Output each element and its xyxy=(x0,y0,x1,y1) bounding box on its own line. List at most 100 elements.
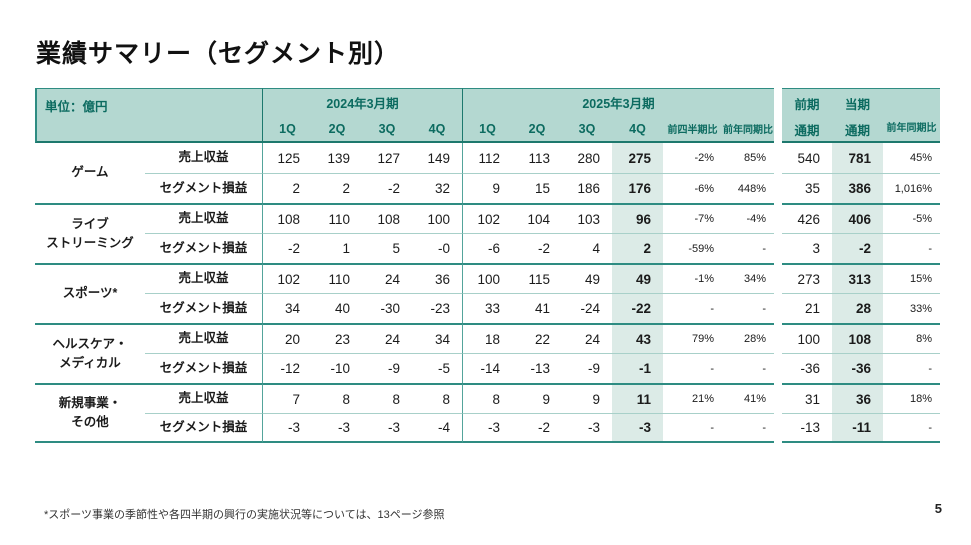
header-2024-q1: 1Q xyxy=(262,116,312,143)
value-fy2025-q1: -3 xyxy=(462,413,512,443)
qoq-value: 79% xyxy=(663,323,722,353)
value-fy2024-q4: 34 xyxy=(412,323,462,353)
yoy-full-year-value: -5% xyxy=(883,203,940,233)
value-fy2024-q3: 5 xyxy=(362,233,412,263)
value-fy2024-q4: 36 xyxy=(412,263,462,293)
qoq-value: -7% xyxy=(663,203,722,233)
yoy-full-year-value: 45% xyxy=(883,143,940,173)
value-fy2024-q2: 2 xyxy=(312,173,362,203)
metric-label: セグメント損益 xyxy=(145,233,262,263)
header-curr-label: 当期 xyxy=(844,97,870,112)
value-fy2025-q4: 49 xyxy=(612,263,663,293)
value-fy2024-q1: -3 xyxy=(262,413,312,443)
header-2024-q3: 3Q xyxy=(362,116,412,143)
header-yoy-full-year: 前年同期比 xyxy=(883,88,940,143)
segment-label: ゲーム xyxy=(35,143,145,203)
qoq-value: - xyxy=(663,353,722,383)
yoy-value: 34% xyxy=(722,263,774,293)
header-2024-q2: 2Q xyxy=(312,116,362,143)
value-fy2025-q3: 49 xyxy=(562,263,612,293)
qoq-value: -1% xyxy=(663,263,722,293)
value-fy2025-q2: -2 xyxy=(512,413,562,443)
header-prev-fullyear-label: 通期 xyxy=(794,124,820,138)
value-fy2025-q2: 22 xyxy=(512,323,562,353)
yoy-full-year-value: - xyxy=(883,413,940,443)
yoy-full-year-value: - xyxy=(883,353,940,383)
value-fy2025-q1: 8 xyxy=(462,383,512,413)
value-fy2024-q4: -0 xyxy=(412,233,462,263)
header-2025-q2: 2Q xyxy=(512,116,562,143)
yoy-value: - xyxy=(722,233,774,263)
yoy-full-year-value: 18% xyxy=(883,383,940,413)
value-fy2025-q4: 11 xyxy=(612,383,663,413)
header-curr-fullyear-label: 通期 xyxy=(844,124,870,138)
prev-full-year-value: 35 xyxy=(782,173,832,203)
value-fy2024-q4: 8 xyxy=(412,383,462,413)
yoy-value: -4% xyxy=(722,203,774,233)
metric-label: 売上収益 xyxy=(145,263,262,293)
value-fy2024-q1: -12 xyxy=(262,353,312,383)
header-prev-full-year: 前期 通期 xyxy=(782,88,832,143)
value-fy2025-q3: 280 xyxy=(562,143,612,173)
yoy-value: - xyxy=(722,353,774,383)
prev-full-year-value: 273 xyxy=(782,263,832,293)
prev-full-year-value: 3 xyxy=(782,233,832,263)
value-fy2024-q4: 149 xyxy=(412,143,462,173)
curr-full-year-value: -36 xyxy=(832,353,883,383)
value-fy2025-q2: -13 xyxy=(512,353,562,383)
value-fy2025-q4: -3 xyxy=(612,413,663,443)
header-prev-label: 前期 xyxy=(794,97,820,112)
segment-label: スポーツ* xyxy=(35,263,145,323)
header-2025-q3: 3Q xyxy=(562,116,612,143)
value-fy2024-q1: 20 xyxy=(262,323,312,353)
value-fy2025-q3: -9 xyxy=(562,353,612,383)
prev-full-year-value: 426 xyxy=(782,203,832,233)
value-fy2024-q3: -30 xyxy=(362,293,412,323)
value-fy2025-q1: 100 xyxy=(462,263,512,293)
value-fy2024-q4: 32 xyxy=(412,173,462,203)
value-fy2024-q1: 2 xyxy=(262,173,312,203)
qoq-value: -2% xyxy=(663,143,722,173)
value-fy2025-q2: 41 xyxy=(512,293,562,323)
prev-full-year-value: -36 xyxy=(782,353,832,383)
value-fy2025-q2: 104 xyxy=(512,203,562,233)
value-fy2024-q2: 110 xyxy=(312,263,362,293)
value-fy2024-q3: 127 xyxy=(362,143,412,173)
value-fy2025-q1: -14 xyxy=(462,353,512,383)
value-fy2025-q3: 103 xyxy=(562,203,612,233)
qoq-value: - xyxy=(663,413,722,443)
value-fy2024-q2: 8 xyxy=(312,383,362,413)
header-2024-q4: 4Q xyxy=(412,116,462,143)
header-2025-q4: 4Q xyxy=(612,116,663,143)
value-fy2025-q3: 9 xyxy=(562,383,612,413)
yoy-full-year-value: 15% xyxy=(883,263,940,293)
value-fy2024-q1: -2 xyxy=(262,233,312,263)
page-title: 業績サマリー（セグメント別） xyxy=(36,40,401,68)
yoy-value: 85% xyxy=(722,143,774,173)
qoq-value: - xyxy=(663,293,722,323)
value-fy2025-q1: 112 xyxy=(462,143,512,173)
value-fy2024-q3: 108 xyxy=(362,203,412,233)
header-gap xyxy=(774,88,782,143)
value-fy2024-q1: 102 xyxy=(262,263,312,293)
value-fy2024-q4: 100 xyxy=(412,203,462,233)
value-fy2024-q2: 139 xyxy=(312,143,362,173)
metric-label: セグメント損益 xyxy=(145,353,262,383)
value-fy2024-q3: 24 xyxy=(362,323,412,353)
value-fy2024-q1: 108 xyxy=(262,203,312,233)
curr-full-year-value: 781 xyxy=(832,143,883,173)
metric-label: セグメント損益 xyxy=(145,173,262,203)
metric-label: 売上収益 xyxy=(145,203,262,233)
header-fy2025: 2025年3月期 xyxy=(462,88,774,116)
value-fy2025-q4: 96 xyxy=(612,203,663,233)
value-fy2024-q1: 125 xyxy=(262,143,312,173)
prev-full-year-value: -13 xyxy=(782,413,832,443)
value-fy2025-q3: -24 xyxy=(562,293,612,323)
yoy-value: 41% xyxy=(722,383,774,413)
value-fy2024-q1: 34 xyxy=(262,293,312,323)
footnote: *スポーツ事業の季節性や各四半期の興行の実施状況等については、13ページ参照 xyxy=(44,509,445,521)
prev-full-year-value: 100 xyxy=(782,323,832,353)
value-fy2025-q1: 18 xyxy=(462,323,512,353)
value-fy2025-q2: 115 xyxy=(512,263,562,293)
